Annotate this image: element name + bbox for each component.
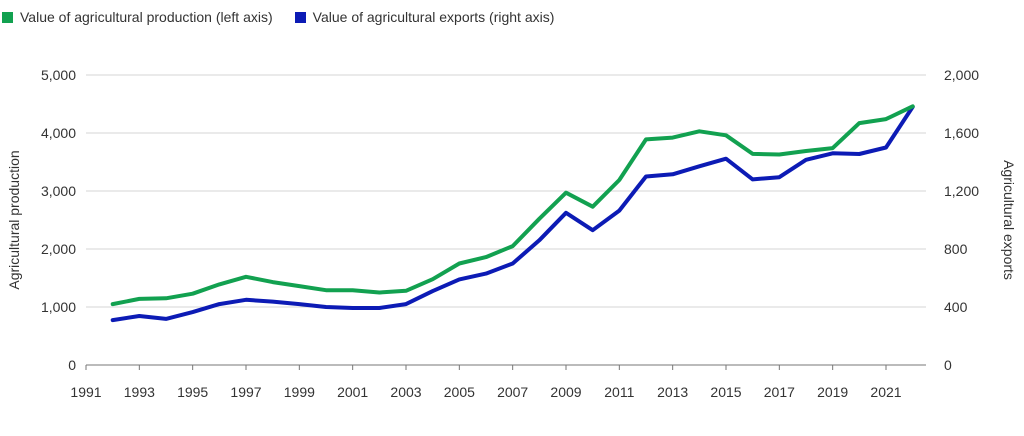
- right-tick-label: 0: [944, 357, 952, 373]
- x-tick-label: 1995: [177, 384, 208, 400]
- right-tick-label: 400: [944, 299, 968, 315]
- x-tick-label: 2009: [550, 384, 581, 400]
- left-tick-label: 4,000: [41, 125, 76, 141]
- legend-swatch-production: [2, 11, 13, 23]
- left-axis-ticks: 0 1,000 2,000 3,000 4,000 5,000: [41, 67, 76, 373]
- legend-swatch-exports: [294, 11, 306, 23]
- right-tick-label: 800: [944, 241, 968, 257]
- x-tick-label: 2017: [764, 384, 795, 400]
- right-tick-label: 1,200: [944, 183, 979, 199]
- left-tick-label: 5,000: [41, 67, 76, 83]
- right-tick-label: 2,000: [944, 67, 979, 83]
- right-axis-title: Agricultural exports: [1001, 160, 1017, 280]
- left-tick-label: 0: [68, 357, 76, 373]
- gridlines: [86, 74, 926, 366]
- right-tick-label: 1,600: [944, 125, 979, 141]
- x-tick-label: 2007: [497, 384, 528, 400]
- legend-label-production: Value of agricultural production (left a…: [20, 9, 273, 25]
- left-tick-label: 2,000: [41, 241, 76, 257]
- series-lines: [110, 104, 915, 323]
- x-tick-label: 1999: [284, 384, 315, 400]
- left-tick-label: 3,000: [41, 183, 76, 199]
- exports-line: [110, 104, 915, 323]
- x-tick-label: 2005: [444, 384, 475, 400]
- x-axis-ticks: 1991 1993 1995 1997 1999 2001 2003 2005 2007 2009…: [70, 365, 902, 400]
- left-tick-label: 1,000: [41, 299, 76, 315]
- x-tick-label: 2003: [390, 384, 421, 400]
- production-line: [110, 104, 915, 307]
- legend-item-production: Value of agricultural production (left a…: [2, 9, 273, 25]
- x-tick-label: 2015: [710, 384, 741, 400]
- right-axis-ticks: 0 400 800 1,200 1,600 2,000: [944, 67, 979, 373]
- x-tick-label: 1997: [230, 384, 261, 400]
- legend: Value of agricultural production (left a…: [2, 9, 576, 25]
- x-tick-label: 2011: [604, 384, 634, 400]
- x-tick-label: 1993: [124, 384, 155, 400]
- x-tick-label: 1991: [70, 384, 101, 400]
- x-tick-label: 2001: [337, 384, 368, 400]
- x-tick-label: 2013: [657, 384, 688, 400]
- legend-item-exports: Value of agricultural exports (right axi…: [294, 9, 555, 25]
- x-tick-label: 2019: [817, 384, 848, 400]
- x-tick-label: 2021: [870, 384, 901, 400]
- left-axis-title: Agricultural production: [6, 150, 22, 289]
- legend-label-exports: Value of agricultural exports (right axi…: [312, 9, 555, 25]
